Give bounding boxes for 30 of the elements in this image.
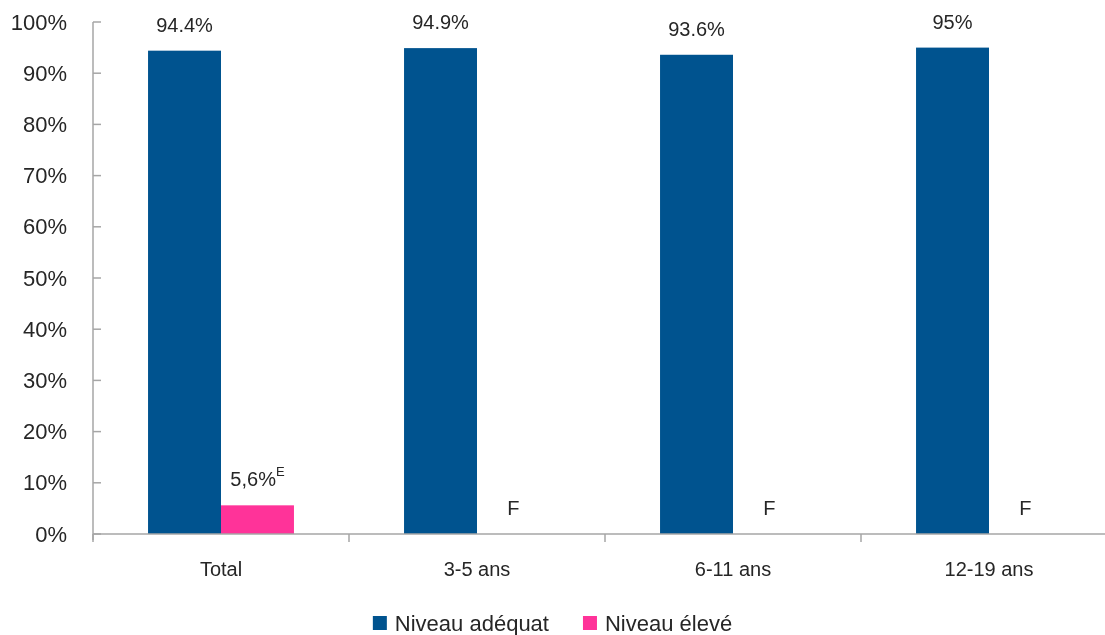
x-tick-label: 3-5 ans	[443, 558, 511, 580]
legend-label: Niveau adéquat	[394, 610, 549, 635]
y-tick-label: 90%	[22, 60, 67, 86]
data-label: 94.4%	[156, 13, 214, 36]
x-tick-label: 6-11 ans	[694, 558, 772, 580]
y-tick-label: 40%	[22, 316, 67, 342]
y-tick-label: 30%	[22, 367, 67, 393]
bar	[221, 505, 294, 534]
y-tick-label: 100%	[10, 9, 67, 35]
y-tick-label: 20%	[22, 419, 67, 445]
x-tick-label: Total	[199, 558, 243, 580]
text: F	[507, 497, 520, 519]
y-tick-label: 0%	[35, 521, 67, 547]
legend-label: Niveau élevé	[604, 610, 733, 635]
y-tick-label: 70%	[22, 163, 67, 189]
text: F	[1019, 497, 1032, 519]
y-tick-label: 10%	[22, 470, 67, 496]
bar	[404, 48, 477, 534]
y-tick-label: 80%	[22, 111, 67, 137]
data-label: 95%	[932, 10, 973, 33]
y-tick-label: 50%	[22, 265, 67, 291]
x-tick-label: 12-19 ans	[944, 558, 1034, 580]
data-label: 5,6%$^{E}$	[230, 464, 285, 491]
y-tick-label: 60%	[22, 214, 67, 240]
bar	[660, 54, 733, 534]
bar	[916, 47, 989, 534]
bar	[148, 50, 221, 534]
data-label: 93.6%	[668, 17, 726, 40]
text: F	[763, 497, 776, 519]
data-label: 94.9%	[412, 11, 470, 34]
